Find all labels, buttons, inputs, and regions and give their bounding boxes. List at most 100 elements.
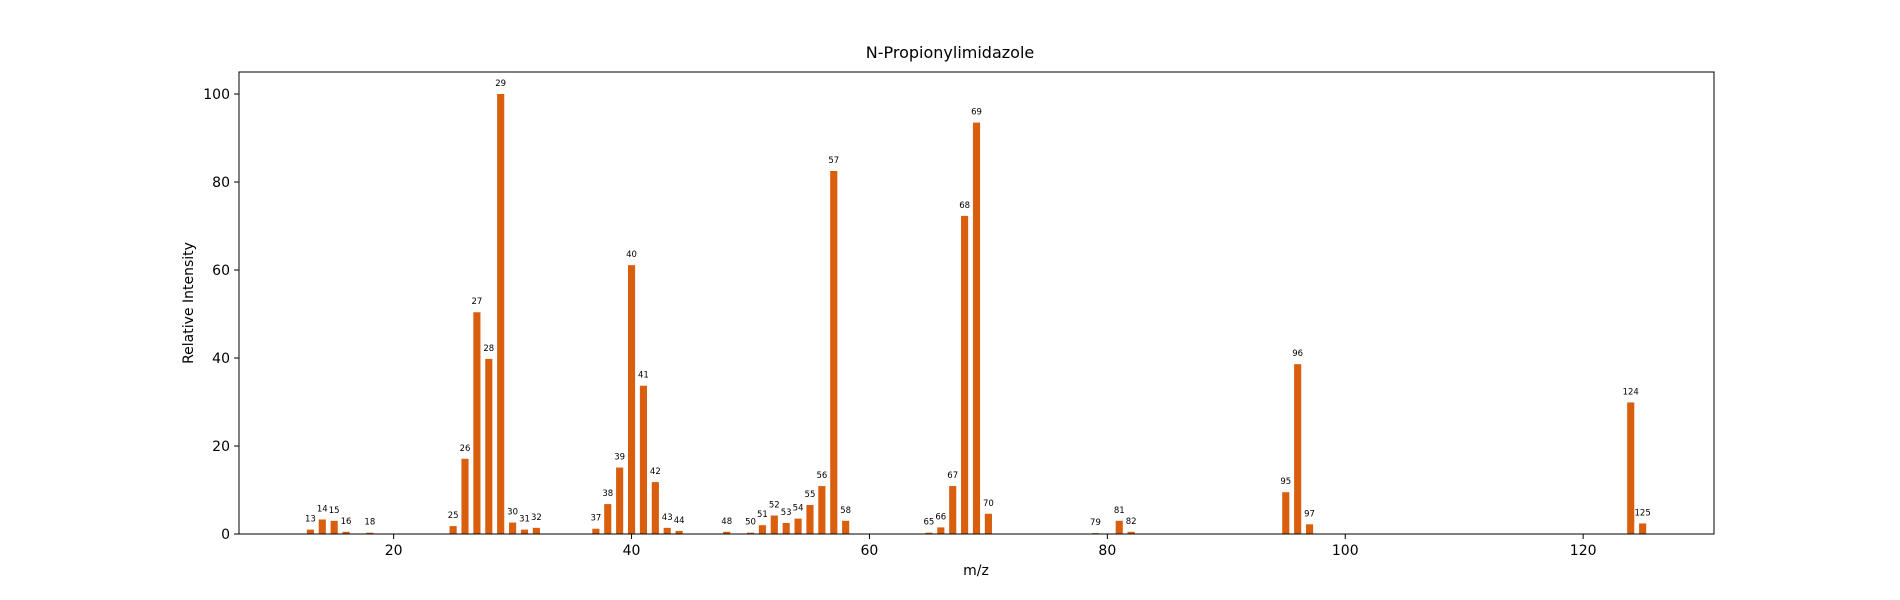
bar-mz-95 [1282, 492, 1290, 534]
bar-label-28: 28 [483, 344, 494, 354]
bar-label-39: 39 [614, 453, 625, 463]
bar-label-30: 30 [507, 508, 518, 518]
bar-mz-68 [961, 215, 969, 534]
bar-label-53: 53 [781, 508, 792, 518]
bar-label-50: 50 [745, 518, 756, 528]
bar-label-43: 43 [662, 513, 673, 523]
bar-mz-18 [366, 532, 374, 534]
bar-label-68: 68 [959, 201, 970, 211]
x-tick-label-120: 120 [1570, 543, 1597, 559]
bar-mz-67 [949, 486, 957, 534]
bar-mz-14 [318, 519, 326, 534]
bar-mz-70 [984, 513, 992, 534]
bar-mz-39 [616, 467, 624, 534]
bar-mz-37 [592, 528, 600, 534]
bar-mz-42 [651, 482, 659, 534]
bar-label-70: 70 [983, 499, 994, 509]
bar-label-40: 40 [626, 250, 637, 260]
bar-label-51: 51 [757, 510, 768, 520]
bar-label-32: 32 [531, 513, 542, 523]
y-tick-label-0: 0 [221, 527, 230, 543]
bar-label-18: 18 [364, 518, 375, 528]
bar-label-48: 48 [721, 517, 732, 527]
bar-label-81: 81 [1114, 506, 1125, 516]
bar-mz-58 [842, 520, 850, 534]
bar-mz-15 [330, 520, 338, 534]
bar-label-96: 96 [1292, 349, 1303, 359]
bar-mz-65 [925, 532, 933, 534]
bar-mz-32 [532, 527, 540, 534]
bar-mz-124 [1627, 402, 1635, 534]
bar-label-82: 82 [1126, 517, 1137, 527]
bar-mz-25 [449, 526, 457, 534]
x-axis-label: m/z [963, 563, 989, 579]
bar-mz-82 [1127, 531, 1135, 534]
bar-mz-27 [473, 312, 481, 534]
bar-label-57: 57 [828, 156, 839, 166]
x-tick-label-60: 60 [861, 543, 879, 559]
y-axis: 0 20 40 60 80 100 [203, 87, 239, 543]
bar-mz-96 [1294, 364, 1302, 534]
bar-label-37: 37 [590, 514, 601, 524]
bar-label-79: 79 [1090, 518, 1101, 528]
bar-mz-16 [342, 531, 350, 534]
x-tick-label-20: 20 [385, 543, 403, 559]
bar-label-42: 42 [650, 467, 661, 477]
bar-mz-28 [485, 358, 493, 534]
bar-label-41: 41 [638, 371, 649, 381]
bar-mz-56 [818, 486, 826, 534]
bar-mz-48 [723, 531, 731, 534]
bar-mz-13 [306, 529, 314, 534]
bar-mz-43 [663, 527, 671, 534]
bar-label-66: 66 [935, 512, 946, 522]
bar-mz-31 [520, 529, 529, 534]
bar-mz-66 [937, 527, 945, 534]
y-tick-label-80: 80 [212, 175, 230, 191]
bar-label-58: 58 [840, 506, 851, 516]
y-tick-label-100: 100 [203, 87, 230, 103]
bar-label-55: 55 [805, 490, 816, 500]
bar-label-52: 52 [769, 501, 780, 511]
bar-mz-54 [794, 518, 802, 534]
bar-mz-55 [806, 504, 814, 534]
x-tick-label-100: 100 [1332, 543, 1359, 559]
bar-label-54: 54 [793, 504, 804, 514]
bar-label-25: 25 [448, 511, 459, 521]
chart-title: N-Propionylimidazole [866, 43, 1034, 62]
bar-mz-53 [782, 523, 790, 534]
bar-label-124: 124 [1623, 387, 1639, 397]
x-axis: 20 40 60 80 100 120 [385, 534, 1597, 559]
x-tick-label-80: 80 [1098, 543, 1116, 559]
y-axis-label: Relative Intensity [181, 242, 197, 364]
bar-label-27: 27 [471, 297, 482, 307]
y-tick-label-40: 40 [212, 351, 230, 367]
bar-label-69: 69 [971, 108, 982, 118]
bar-label-67: 67 [947, 471, 958, 481]
bar-mz-125 [1639, 523, 1647, 534]
x-tick-label-40: 40 [623, 543, 641, 559]
plot-frame [238, 71, 1715, 535]
bar-mz-30 [509, 522, 517, 534]
bar-label-29: 29 [495, 79, 506, 89]
bar-label-31: 31 [519, 515, 530, 525]
y-tick-label-20: 20 [212, 439, 230, 455]
bar-label-16: 16 [341, 517, 352, 527]
bar-mz-40 [627, 265, 636, 534]
bar-mz-81 [1115, 520, 1123, 534]
bar-label-125: 125 [1635, 508, 1651, 518]
bar-label-95: 95 [1280, 477, 1291, 487]
bar-label-13: 13 [305, 515, 316, 525]
bar-mz-97 [1305, 524, 1314, 534]
bar-label-15: 15 [329, 506, 340, 516]
bar-mz-44 [675, 530, 683, 534]
bars-layer [306, 94, 1647, 534]
bar-label-26: 26 [460, 444, 471, 454]
bar-mz-26 [461, 458, 469, 534]
bar-mz-51 [758, 525, 766, 534]
bar-label-38: 38 [602, 489, 613, 499]
bar-mz-52 [770, 515, 778, 534]
y-tick-label-60: 60 [212, 263, 230, 279]
bar-label-97: 97 [1304, 509, 1315, 519]
